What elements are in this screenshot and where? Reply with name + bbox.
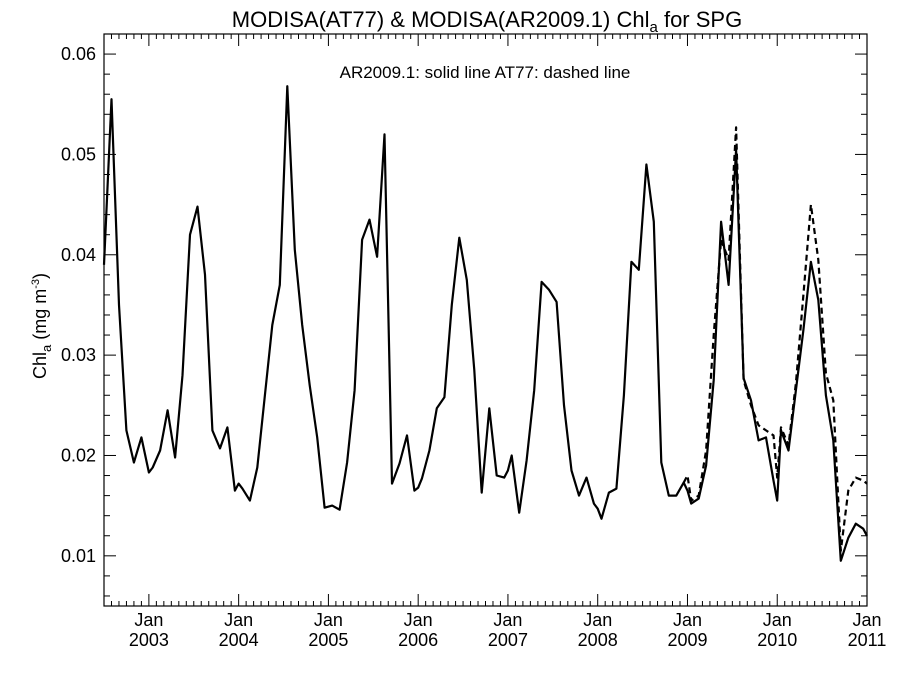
- y-axis-label-subscript: a: [39, 344, 54, 352]
- chart-title-suffix: for SPG: [658, 7, 742, 32]
- x-tick-label-year: 2011: [848, 630, 887, 650]
- y-axis-label-units-exp: -3: [30, 279, 42, 289]
- x-tick-label-month: Jan: [134, 610, 163, 630]
- x-tick-label-month: Jan: [583, 610, 612, 630]
- x-tick-label-year: 2005: [308, 630, 348, 650]
- y-axis-label-units: (mg m: [30, 289, 50, 345]
- series-group: [102, 85, 868, 562]
- x-tick-label-month: Jan: [852, 610, 881, 630]
- plot-frame: [103, 33, 868, 607]
- y-axis-label-main: Chl: [30, 352, 50, 379]
- x-tick-label-year: 2008: [578, 630, 618, 650]
- chart-title-subscript: a: [650, 19, 659, 36]
- y-tick-label: 0.06: [61, 44, 96, 64]
- x-tick-label-year: 2007: [488, 630, 528, 650]
- x-tick-label-year: 2010: [757, 630, 797, 650]
- x-tick-label-month: Jan: [673, 610, 702, 630]
- y-tick-label: 0.02: [61, 445, 96, 465]
- x-tick-label-month: Jan: [314, 610, 343, 630]
- chart-title-main: MODISA(AT77) & MODISA(AR2009.1) Chl: [232, 7, 650, 32]
- series-line-at77: [682, 126, 868, 552]
- x-tick-label-month: Jan: [224, 610, 253, 630]
- x-tick-label-month: Jan: [763, 610, 792, 630]
- legend-annotation: AR2009.1: solid line AT77: dashed line: [340, 63, 631, 82]
- y-tick-label: 0.05: [61, 144, 96, 164]
- y-tick-label: 0.04: [61, 245, 96, 265]
- x-tick-label-year: 2003: [129, 630, 169, 650]
- axes: 0.010.020.030.040.050.06Jan2003Jan2004Ja…: [61, 34, 886, 650]
- chart-title: MODISA(AT77) & MODISA(AR2009.1) Chla for…: [232, 7, 742, 36]
- series-line-ar2009-1: [102, 85, 868, 562]
- x-tick-label-year: 2006: [398, 630, 438, 650]
- y-tick-label: 0.03: [61, 345, 96, 365]
- x-tick-label-year: 2009: [667, 630, 707, 650]
- x-tick-label-year: 2004: [219, 630, 259, 650]
- x-tick-label-month: Jan: [493, 610, 522, 630]
- y-axis-label-units-close: ): [30, 273, 50, 279]
- x-tick-label-month: Jan: [404, 610, 433, 630]
- y-axis-label: Chla (mg m-3): [30, 273, 54, 379]
- y-tick-label: 0.01: [61, 546, 96, 566]
